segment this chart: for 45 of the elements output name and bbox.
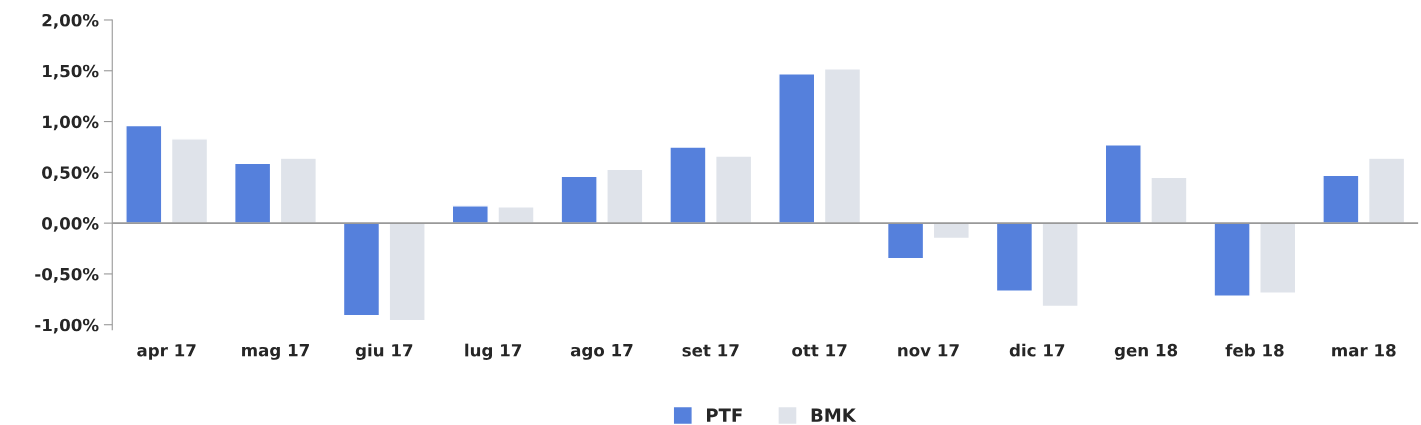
x-tick-label: mar 18 [1332,343,1396,357]
y-tick-label: -0,50% [35,267,99,283]
bar [886,222,925,260]
bar [342,222,381,317]
bar [233,162,272,224]
x-tick-label: gen 18 [1114,343,1178,360]
bar [388,222,426,322]
bar [170,138,209,224]
bar [1259,222,1297,294]
bar [1213,222,1251,297]
legend-label: PTF [707,408,742,422]
bar [669,146,707,224]
bar [279,157,318,224]
bar [1041,222,1079,308]
x-tick-label: feb 18 [1225,343,1284,357]
y-tick-label: -1,00% [35,318,99,334]
bar [995,222,1034,292]
bar [560,175,598,224]
bar [125,124,163,224]
bar [451,205,489,224]
bar [497,206,535,224]
x-tick-label: giu 17 [355,343,413,360]
bar [606,168,644,224]
bar [932,222,970,240]
x-tick-label: apr 17 [137,344,196,360]
y-tick-label: 0,50% [42,166,99,182]
bar [714,155,753,224]
legend-label: BMK [811,408,857,422]
bar [1367,157,1406,224]
x-tick-label: set 17 [682,344,739,357]
bar [823,68,862,224]
x-tick-label: dic 17 [1009,343,1065,357]
y-tick-label: 0,00% [42,217,99,232]
x-tick-label: nov 17 [898,344,959,357]
x-tick-label: mag 17 [242,344,309,360]
bar [1150,176,1188,224]
x-tick-label: ott 17 [792,344,847,357]
x-tick-label: lug 17 [465,343,522,360]
bar [1104,144,1142,224]
y-tick-label: 1,00% [43,115,99,131]
y-tick-label: 1,50% [43,64,99,80]
bar [778,73,816,224]
y-tick-label: 2,00% [42,13,99,29]
bar [1322,174,1360,224]
x-tick-label: ago 17 [570,344,633,360]
